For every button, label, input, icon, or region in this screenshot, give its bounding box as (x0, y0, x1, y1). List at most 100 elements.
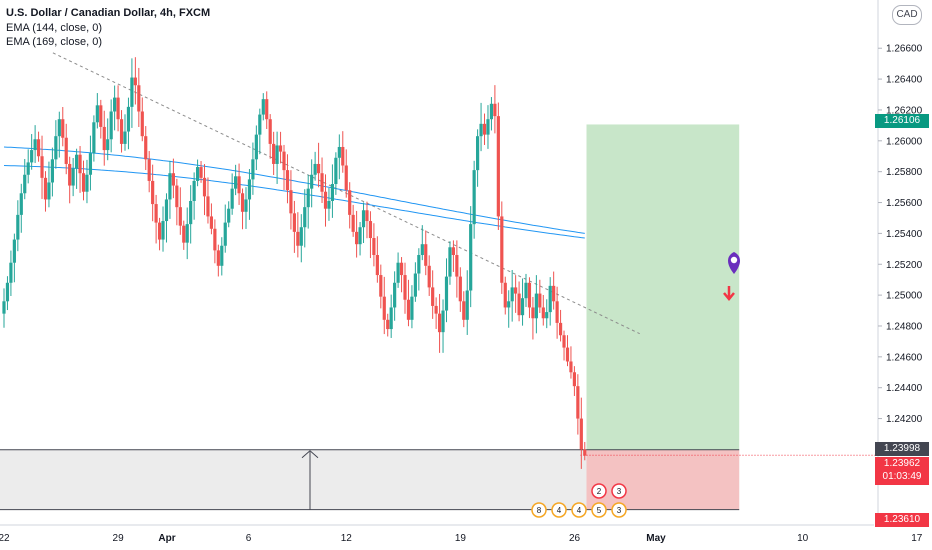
candle (489, 97, 494, 131)
stop-price-tag: 1.23610 (875, 513, 929, 527)
candle-body (157, 222, 162, 240)
currency-badge[interactable]: CAD (892, 5, 922, 25)
y-tick-label: 1.26600 (886, 44, 923, 55)
candle-body (26, 162, 30, 175)
candle (510, 269, 514, 322)
candle-body (386, 319, 390, 330)
candle (455, 240, 459, 298)
candle-body (43, 177, 48, 200)
bar-countdown: 01:03:49 (882, 471, 922, 482)
event-count: 2 (597, 487, 602, 496)
candle-body (123, 131, 127, 144)
candle-body (137, 85, 141, 112)
candle (5, 276, 10, 311)
candle (92, 115, 96, 162)
candle-body (496, 116, 500, 217)
candle (503, 276, 507, 315)
candle-body (202, 177, 207, 197)
candle (278, 131, 283, 164)
candle-body (583, 449, 587, 456)
x-tick-label: 19 (455, 533, 467, 544)
candle-body (95, 105, 99, 123)
candle (57, 111, 61, 158)
candle (558, 309, 563, 342)
candle-body (74, 154, 79, 169)
candle-body (413, 273, 417, 297)
candle (399, 257, 404, 293)
candle-body (330, 184, 335, 201)
loss-zone (586, 449, 740, 510)
candle-body (33, 139, 37, 151)
y-tick-label: 1.26200 (886, 105, 923, 116)
candle-body (23, 174, 27, 194)
candle-body (61, 119, 65, 138)
candle (358, 221, 362, 256)
candle-body (507, 301, 511, 308)
candle-body (462, 301, 466, 320)
range-arrow-head (301, 450, 319, 459)
candle (220, 237, 224, 276)
candle (469, 206, 473, 308)
candle (30, 134, 34, 170)
candle-body (189, 200, 193, 225)
candle (230, 173, 234, 215)
candle (545, 299, 549, 329)
candle-body (292, 213, 296, 232)
candle-body (531, 307, 535, 319)
candle (116, 85, 120, 132)
event-flag-us (571, 502, 587, 518)
candle-body (337, 146, 341, 158)
candle-body (244, 199, 248, 212)
profit-zone (586, 124, 740, 450)
candle-body (489, 103, 494, 120)
candle (36, 131, 41, 162)
candle (406, 279, 411, 327)
candle-body (334, 157, 338, 185)
candle (9, 250, 13, 297)
candle-body (434, 305, 438, 314)
candle (213, 219, 217, 264)
candle (19, 183, 23, 233)
candle-body (316, 163, 321, 174)
y-tick-label: 1.24600 (886, 352, 923, 363)
y-tick-label: 1.24200 (886, 414, 923, 425)
candle (316, 142, 321, 188)
candle (85, 159, 89, 204)
candle (486, 105, 490, 149)
candle-body (199, 167, 203, 178)
candle-body (282, 151, 286, 171)
candle-body (451, 247, 456, 255)
candle (275, 131, 279, 184)
candle-body (223, 222, 227, 246)
candle (123, 114, 127, 151)
event-flag-us (551, 502, 567, 518)
candle (323, 174, 328, 227)
candle-body (278, 145, 283, 152)
ema-layer (3, 146, 585, 239)
ema-144-line (3, 146, 585, 234)
candle (109, 99, 113, 153)
candle-body (251, 159, 255, 180)
candle-body (476, 136, 480, 171)
last-price-tag: 1.23962 01:03:49 (875, 457, 929, 485)
candle (171, 158, 175, 199)
y-tick-label: 1.25200 (886, 260, 923, 271)
candle (303, 189, 307, 248)
candle-body (130, 77, 134, 107)
candle (234, 164, 238, 196)
candle-body (78, 154, 82, 174)
candle-body (437, 313, 442, 333)
candle-body (348, 190, 352, 215)
candle-body (465, 290, 469, 320)
candle (47, 161, 51, 208)
candle (341, 131, 345, 173)
zones-layer (0, 124, 740, 511)
candle (106, 118, 110, 161)
candle (351, 204, 355, 237)
candle (130, 58, 134, 128)
candle (144, 126, 148, 171)
candle (209, 203, 214, 235)
candle-body (126, 106, 131, 132)
candle-body (406, 299, 411, 320)
